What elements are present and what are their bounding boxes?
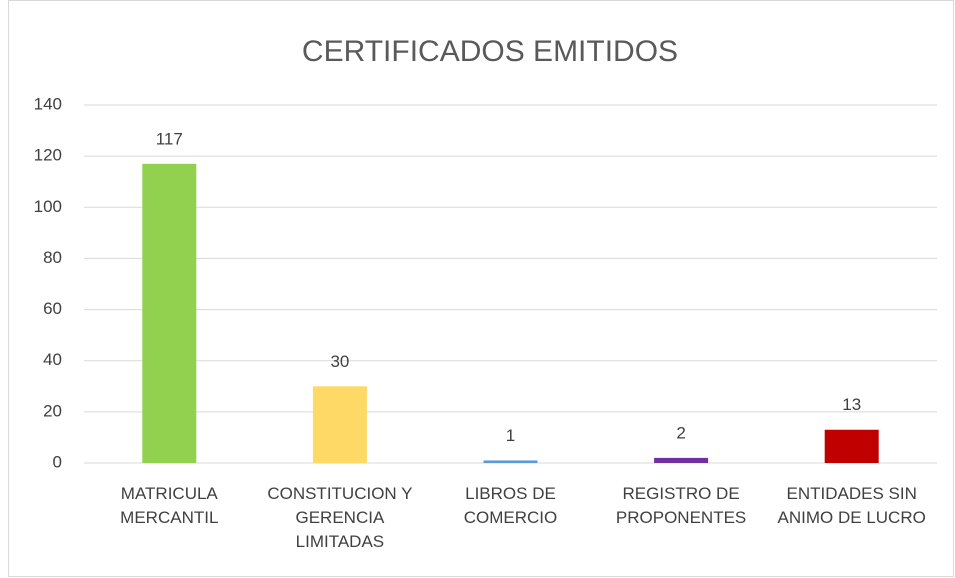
bar [654,457,709,463]
y-tick-label: 0 [53,452,62,471]
y-tick-label: 100 [34,197,62,216]
data-label: 13 [842,395,861,414]
y-tick-label: 20 [43,401,62,420]
x-tick-label: ENTIDADES SIN ANIMO DE LUCRO [777,484,926,527]
data-label: 117 [156,129,183,148]
x-tick-label: CONSTITUCION Y GERENCIA LIMITADAS [267,484,413,551]
x-tick-label: MATRICULA MERCANTIL [120,484,219,527]
bar [483,460,538,463]
x-tick-label: LIBROS DE COMERCIO [463,484,558,527]
bar [312,386,367,463]
y-tick-label: 80 [43,248,62,267]
bar [824,429,879,463]
y-tick-label: 120 [34,146,62,165]
chart-title: CERTIFICADOS EMITIDOS [302,35,678,68]
x-tick-label: REGISTRO DE PROPONENTES [615,484,747,527]
y-tick-label: 60 [43,299,62,318]
data-label: 2 [676,423,685,442]
y-tick-label: 40 [43,350,62,369]
data-label: 30 [330,352,349,371]
bar [142,163,197,464]
data-label: 1 [506,426,515,445]
y-tick-label: 140 [34,94,62,113]
